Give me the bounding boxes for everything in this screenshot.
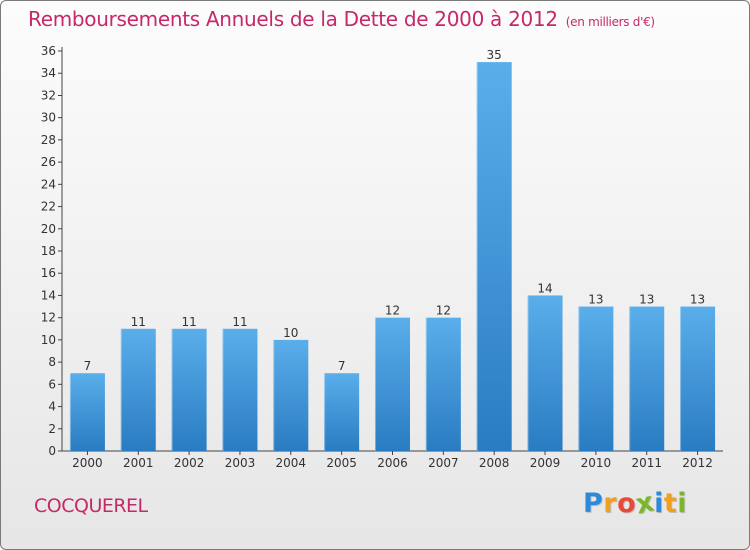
x-tick-label: 2009 xyxy=(530,456,561,470)
x-tick-label: 2010 xyxy=(581,456,612,470)
y-tick-label: 34 xyxy=(41,66,56,80)
y-tick-label: 10 xyxy=(41,333,56,347)
bar xyxy=(425,317,461,451)
y-tick-label: 2 xyxy=(48,422,56,436)
y-tick-label: 16 xyxy=(41,266,56,280)
bar xyxy=(69,373,105,451)
logo-letter: o xyxy=(617,488,637,519)
y-tick-label: 30 xyxy=(41,111,56,125)
proxiti-logo: Proxiti xyxy=(583,486,688,520)
chart-title: Remboursements Annuels de la Dette de 20… xyxy=(28,7,655,31)
logo-letter: i xyxy=(677,488,688,519)
y-tick-label: 32 xyxy=(41,88,56,102)
x-tick-label: 2002 xyxy=(174,456,205,470)
y-tick-label: 0 xyxy=(48,444,56,458)
bar xyxy=(273,339,309,451)
bar xyxy=(578,306,614,451)
logo-letter: i xyxy=(654,488,664,519)
y-tick-label: 8 xyxy=(48,355,56,369)
bar xyxy=(527,295,563,451)
chart-subtitle: (en milliers d'€) xyxy=(565,15,655,29)
x-tick-label: 2005 xyxy=(326,456,357,470)
data-label: 13 xyxy=(588,293,603,307)
data-label: 11 xyxy=(131,315,146,329)
place-name: COCQUEREL xyxy=(34,495,148,517)
data-label: 14 xyxy=(537,281,552,295)
y-tick-label: 14 xyxy=(41,288,56,302)
y-tick-label: 4 xyxy=(48,400,56,414)
data-label: 7 xyxy=(338,359,346,373)
y-tick-label: 18 xyxy=(41,244,56,258)
x-tick-label: 2004 xyxy=(276,456,307,470)
bar xyxy=(680,306,716,451)
x-tick-label: 2008 xyxy=(479,456,510,470)
logo-letter: r xyxy=(603,488,618,519)
y-tick-label: 6 xyxy=(48,377,56,391)
data-label: 35 xyxy=(487,48,502,62)
data-label: 10 xyxy=(283,326,298,340)
x-tick-label: 2006 xyxy=(377,456,408,470)
x-tick-label: 2001 xyxy=(123,456,154,470)
logo-letter: P xyxy=(583,488,604,519)
x-tick-label: 2011 xyxy=(631,456,662,470)
y-tick-label: 24 xyxy=(41,177,56,191)
y-tick-label: 36 xyxy=(41,44,56,58)
bar xyxy=(324,373,360,451)
x-tick-label: 2007 xyxy=(428,456,459,470)
bar xyxy=(629,306,665,451)
data-label: 12 xyxy=(436,304,451,318)
bar xyxy=(222,328,258,451)
data-label: 12 xyxy=(385,304,400,318)
x-tick-label: 2012 xyxy=(682,456,713,470)
y-tick-label: 12 xyxy=(41,311,56,325)
y-tick-label: 28 xyxy=(41,133,56,147)
bar xyxy=(375,317,410,451)
bar xyxy=(120,328,156,451)
bar xyxy=(476,62,512,451)
data-label: 7 xyxy=(84,359,92,373)
x-tick-label: 2003 xyxy=(225,456,256,470)
y-tick-label: 20 xyxy=(41,222,56,236)
y-tick-label: 26 xyxy=(41,155,56,169)
y-tick-label: 22 xyxy=(41,200,56,214)
data-label: 13 xyxy=(639,293,654,307)
chart-title-text: Remboursements Annuels de la Dette de 20… xyxy=(28,7,558,31)
data-label: 13 xyxy=(690,293,705,307)
data-label: 11 xyxy=(181,315,196,329)
x-tick-label: 2000 xyxy=(72,456,103,470)
logo-letter: t xyxy=(663,488,678,519)
data-label: 11 xyxy=(232,315,247,329)
bar xyxy=(171,328,207,451)
